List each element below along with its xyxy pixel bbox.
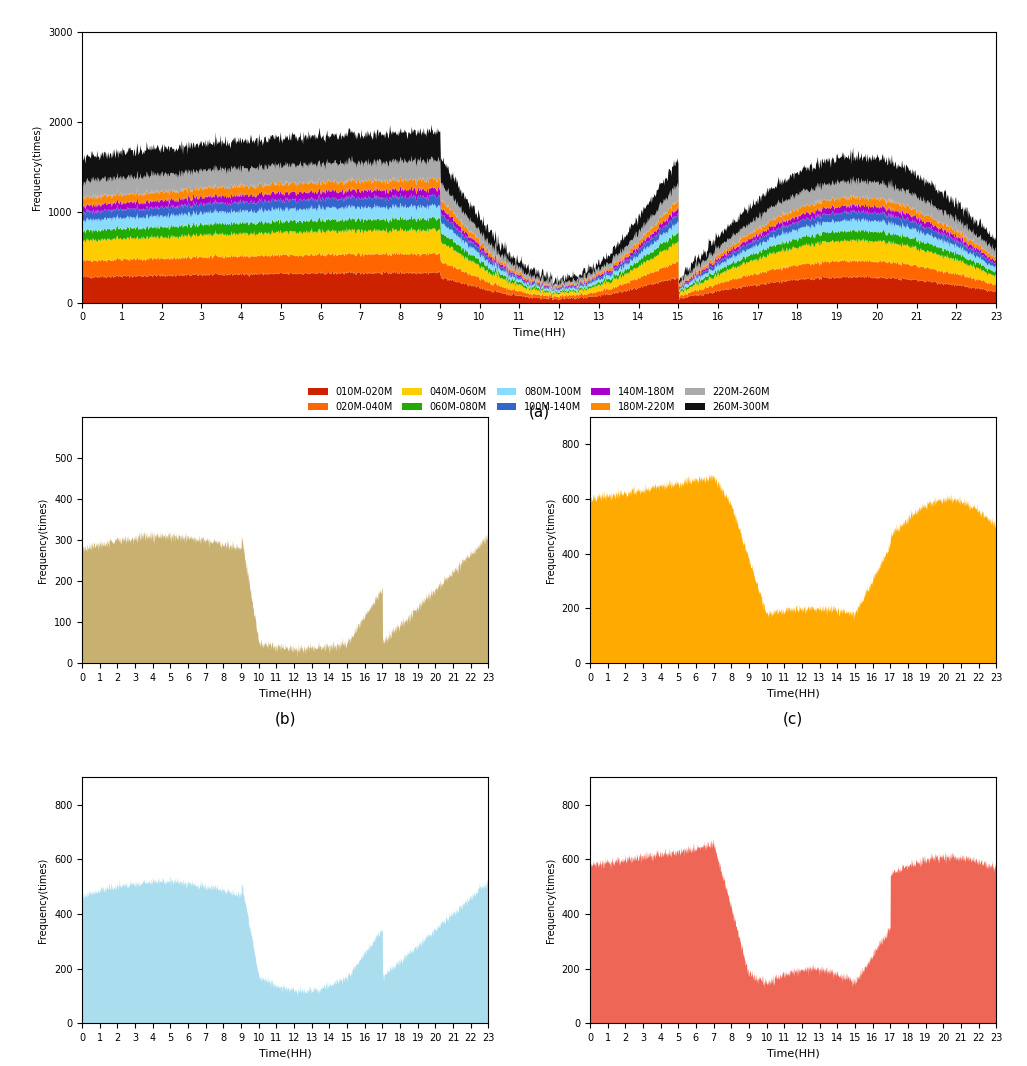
Y-axis label: Frequency(times): Frequency(times) bbox=[38, 498, 48, 583]
Title: (a): (a) bbox=[529, 404, 549, 419]
Title: (c): (c) bbox=[783, 711, 803, 727]
Title: (b): (b) bbox=[274, 711, 296, 727]
X-axis label: Time(HH): Time(HH) bbox=[259, 1049, 311, 1059]
Y-axis label: Frequency(times): Frequency(times) bbox=[546, 858, 557, 943]
X-axis label: Time(HH): Time(HH) bbox=[259, 689, 311, 698]
X-axis label: Time(HH): Time(HH) bbox=[767, 689, 820, 698]
X-axis label: Time(HH): Time(HH) bbox=[767, 1049, 820, 1059]
Y-axis label: Frequency(times): Frequency(times) bbox=[38, 858, 48, 943]
Y-axis label: Frequency(times): Frequency(times) bbox=[32, 125, 42, 210]
Legend: 010M-020M, 020M-040M, 040M-060M, 060M-080M, 080M-100M, 100M-140M, 140M-180M, 180: 010M-020M, 020M-040M, 040M-060M, 060M-08… bbox=[304, 383, 774, 416]
Y-axis label: Frequency(times): Frequency(times) bbox=[546, 498, 557, 583]
X-axis label: Time(HH): Time(HH) bbox=[512, 328, 566, 338]
